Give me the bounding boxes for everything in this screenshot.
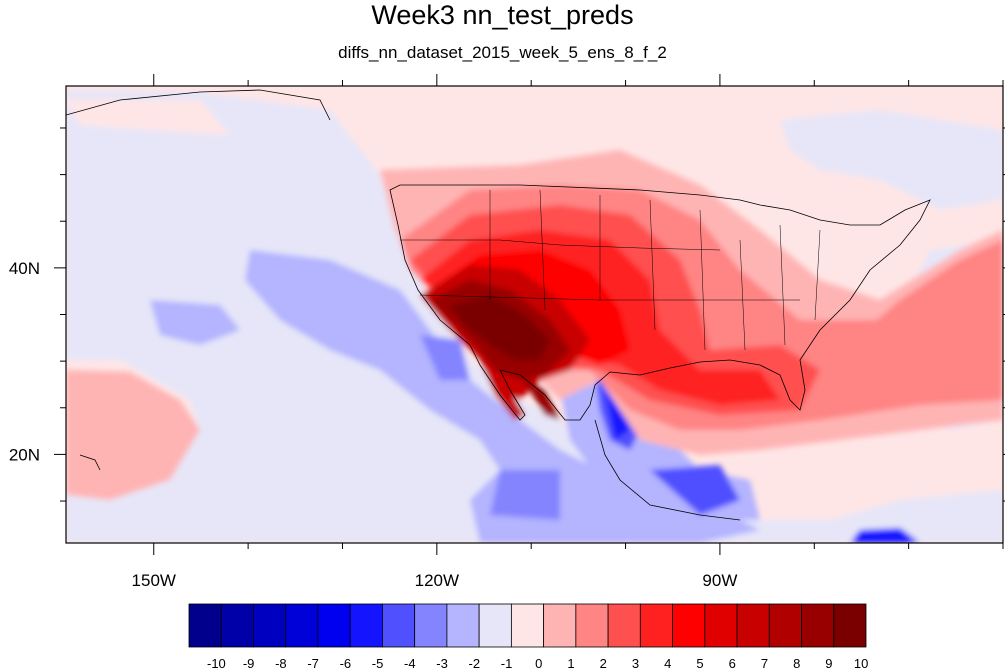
colorbar-label: 7 bbox=[761, 656, 768, 671]
colorbar-label: -8 bbox=[275, 656, 287, 671]
colorbar: -10 -9 -8 -7 -6 -5 -4 -3 -2 -1 0 1 2 3 4 5 6 7 8 9 10 bbox=[188, 603, 868, 671]
y-tick-label: 40N bbox=[9, 259, 40, 278]
colorbar-label: 5 bbox=[696, 656, 703, 671]
x-tick-label: 150W bbox=[132, 571, 176, 590]
colorbar-swatch bbox=[349, 603, 383, 648]
colorbar-swatch bbox=[736, 603, 770, 648]
negative-region-3b bbox=[490, 470, 560, 520]
positive-region-pacific-a bbox=[66, 370, 200, 500]
plot-subtitle: diffs_nn_dataset_2015_week_5_ens_8_f_2 bbox=[338, 43, 667, 62]
colorbar-swatch bbox=[768, 603, 802, 648]
colorbar-label: -4 bbox=[404, 656, 416, 671]
colorbar-swatch bbox=[382, 603, 416, 648]
colorbar-swatch bbox=[704, 603, 738, 648]
colorbar-swatch bbox=[543, 603, 577, 648]
colorbar-swatch bbox=[220, 603, 254, 648]
colorbar-swatch bbox=[639, 603, 673, 648]
negative-region-4b bbox=[650, 465, 740, 515]
colorbar-swatch bbox=[607, 603, 641, 648]
colorbar-label: -1 bbox=[501, 656, 513, 671]
positive-region-pacific-b bbox=[66, 100, 230, 135]
colorbar-label: 3 bbox=[632, 656, 639, 671]
colorbar-label: 9 bbox=[825, 656, 832, 671]
negative-region-north bbox=[780, 110, 1003, 210]
colorbar-label: -10 bbox=[207, 656, 226, 671]
colorbar-label: 1 bbox=[567, 656, 574, 671]
y-tick-label: 20N bbox=[9, 445, 40, 464]
colorbar-label: 4 bbox=[664, 656, 671, 671]
colorbar-label: 2 bbox=[600, 656, 607, 671]
colorbar-label: -7 bbox=[307, 656, 319, 671]
positive-region-10 bbox=[450, 295, 550, 360]
colorbar-swatch bbox=[285, 603, 319, 648]
colorbar-label: 8 bbox=[793, 656, 800, 671]
colorbar-label: -5 bbox=[372, 656, 384, 671]
colorbar-swatch bbox=[253, 603, 287, 648]
colorbar-label: -3 bbox=[436, 656, 448, 671]
colorbar-label: 0 bbox=[535, 656, 542, 671]
state-borders bbox=[400, 189, 821, 351]
negative-region-2b bbox=[150, 300, 240, 345]
colorbar-swatch bbox=[833, 603, 867, 648]
x-axis: 150W 120W 90W bbox=[132, 74, 1004, 590]
negative-region-2a bbox=[245, 250, 760, 543]
y-axis: 40N 20N bbox=[9, 127, 1005, 502]
negative-region-5 bbox=[850, 528, 920, 543]
colorbar-swatch bbox=[575, 603, 609, 648]
x-tick-label: 120W bbox=[415, 571, 459, 590]
plot-title: Week3 nn_test_preds bbox=[371, 0, 634, 30]
anomaly-field bbox=[66, 86, 1003, 543]
negative-region-3 bbox=[420, 335, 470, 380]
coastlines bbox=[66, 89, 931, 521]
colorbar-label: -6 bbox=[340, 656, 352, 671]
colorbar-swatch bbox=[672, 603, 706, 648]
negative-region-5b bbox=[605, 390, 630, 440]
colorbar-swatch bbox=[510, 603, 545, 648]
colorbar-swatch bbox=[446, 603, 480, 648]
colorbar-label: 6 bbox=[729, 656, 736, 671]
colorbar-swatch bbox=[414, 603, 448, 648]
positive-region-atlantic bbox=[830, 240, 1003, 410]
colorbar-swatch bbox=[188, 603, 222, 648]
colorbar-swatch bbox=[317, 603, 351, 648]
colorbar-label: -2 bbox=[469, 656, 481, 671]
x-tick-label: 90W bbox=[702, 571, 737, 590]
colorbar-label: -9 bbox=[243, 656, 255, 671]
colorbar-label: 10 bbox=[854, 656, 868, 671]
colorbar-swatch bbox=[478, 603, 512, 648]
colorbar-swatch bbox=[801, 603, 835, 648]
positive-region-baja bbox=[480, 360, 525, 420]
positive-region-baja2 bbox=[520, 375, 560, 420]
negative-region-pacific bbox=[66, 90, 1003, 543]
